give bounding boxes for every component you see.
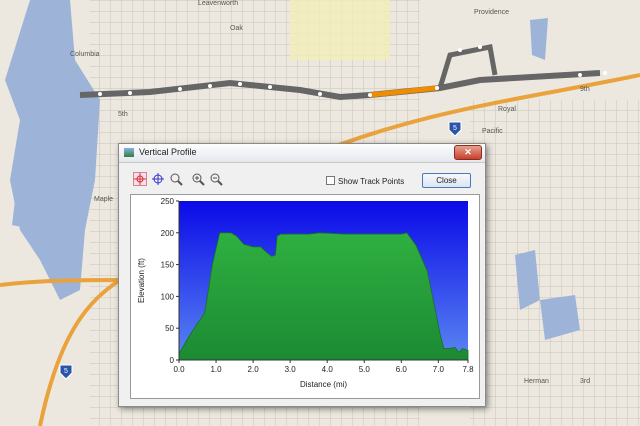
ponds <box>12 18 580 340</box>
tool-zoom-in[interactable] <box>191 172 205 186</box>
x-tick-label: 7.0 <box>433 365 445 374</box>
title-bar: Vertical Profile ✕ <box>119 144 485 163</box>
tool-zoom[interactable] <box>169 172 183 186</box>
map-label: 3rd <box>580 378 590 385</box>
x-tick-label: 7.8 <box>462 365 474 374</box>
map-label: Royal <box>498 106 516 113</box>
window-title: Vertical Profile <box>139 147 197 157</box>
chart: 0 50 100 150 200 250 0.0 1.0 2.0 3.0 4.0 5.0 6.0 7.0 7… <box>137 197 474 389</box>
map-label: 5th <box>118 111 128 118</box>
chart-frame: 0 50 100 150 200 250 0.0 1.0 2.0 3.0 4.0 5.0 6.0 7.0 7… <box>130 194 480 399</box>
close-button[interactable]: Close <box>422 173 471 188</box>
selected-segment[interactable] <box>369 85 438 98</box>
shield-label: 5 <box>64 368 68 375</box>
lake <box>5 0 100 300</box>
checkbox[interactable]: Show Track Points <box>326 176 404 186</box>
map-label: Herman <box>524 378 549 385</box>
highway-shield <box>448 121 462 137</box>
map-label: Maple <box>94 196 113 203</box>
x-axis-title: Distance (mi) <box>300 380 347 389</box>
map-label: Columbia <box>70 51 100 58</box>
map-label: Oak <box>230 25 243 32</box>
track-points <box>98 45 607 97</box>
elevation-area <box>178 232 469 361</box>
y-axis-title: Elevation (ft) <box>137 258 146 303</box>
map-label: 9th <box>580 86 590 93</box>
window-icon <box>124 148 134 157</box>
tool-select[interactable] <box>133 172 147 186</box>
x-tick-label: 4.0 <box>322 365 334 374</box>
x-tick-label: 3.0 <box>285 365 297 374</box>
district <box>290 0 390 60</box>
y-tick-label: 0 <box>170 356 175 365</box>
highway <box>0 73 640 426</box>
track[interactable] <box>79 70 601 101</box>
y-tick-label: 200 <box>161 229 175 238</box>
tool-pan[interactable] <box>151 172 165 186</box>
x-tick-label: 1.0 <box>210 365 222 374</box>
track-loop[interactable] <box>437 44 498 89</box>
x-tick-label: 6.0 <box>396 365 408 374</box>
y-tick-label: 150 <box>161 261 175 270</box>
map-label: Providence <box>474 9 509 16</box>
x-tick-label: 5.0 <box>359 365 371 374</box>
map-label: Pacific <box>482 128 503 135</box>
y-tick-label: 50 <box>165 324 174 333</box>
y-tick-label: 250 <box>161 197 175 206</box>
y-tick-label: 100 <box>161 292 175 301</box>
dialog: Vertical Profile ✕ Show Track Points Clo… <box>118 143 486 407</box>
x-tick-label: 2.0 <box>248 365 260 374</box>
street-grid <box>470 100 640 426</box>
shield-label: 5 <box>453 125 457 132</box>
checkbox-label: Show Track Points <box>338 177 405 186</box>
x-tick-label: 0.0 <box>173 365 185 374</box>
highway-shield <box>59 364 73 380</box>
map-label: Leavenworth <box>198 0 238 7</box>
tool-zoom-out[interactable] <box>209 172 223 186</box>
close-x[interactable]: ✕ <box>454 145 482 160</box>
